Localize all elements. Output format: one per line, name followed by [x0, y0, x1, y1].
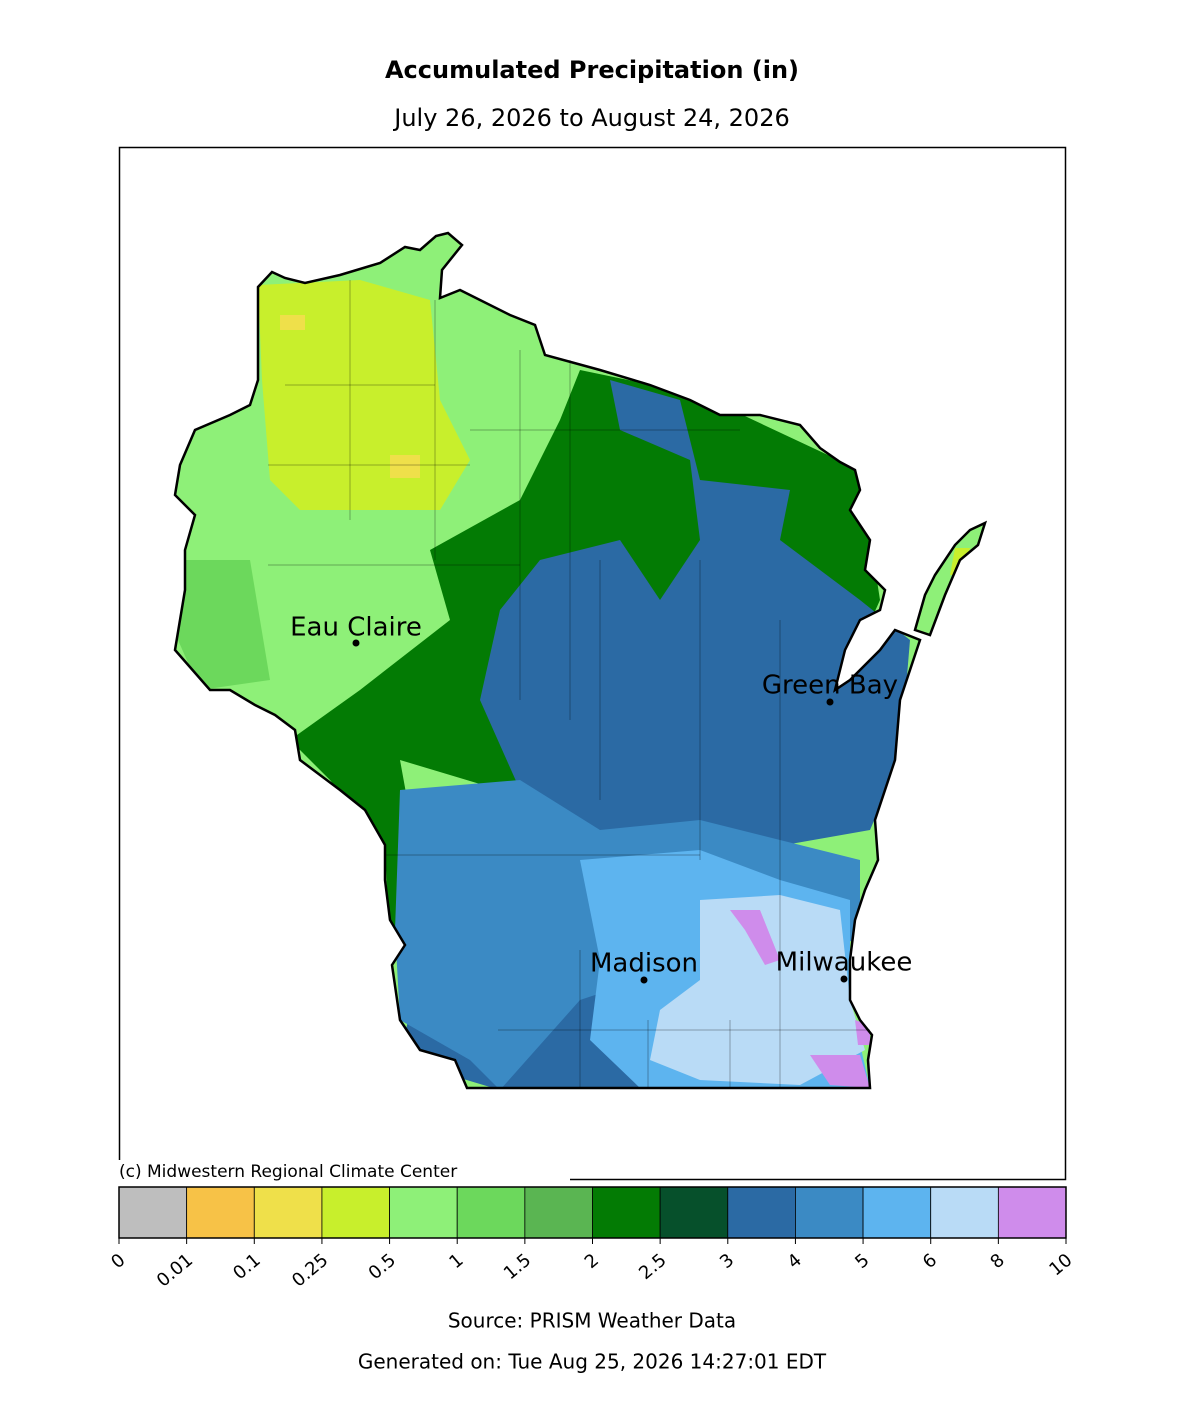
tick-label: 4: [784, 1250, 806, 1273]
tick-label: 8: [987, 1250, 1009, 1273]
city-layer: Eau Claire Green Bay Madison Milwaukee: [290, 613, 912, 984]
tick-label: 5: [851, 1250, 873, 1273]
source: Source: PRISM Weather Data: [448, 1309, 736, 1333]
color-swatch: [795, 1186, 864, 1239]
precip-region: [915, 560, 960, 635]
tick-label: 0.5: [365, 1250, 400, 1284]
color-swatch: [727, 1186, 796, 1239]
tick-label: 6: [919, 1250, 941, 1273]
credit: (c) Midwestern Regional Climate Center: [119, 1162, 457, 1182]
precip-region: [650, 895, 865, 1085]
color-swatch: [321, 1186, 390, 1239]
city-dot: [640, 976, 648, 984]
colorbar-frame: [118, 1186, 1067, 1239]
city-label: Milwaukee: [776, 948, 913, 978]
tick-label: 0.01: [153, 1250, 197, 1292]
city-dot: [840, 975, 848, 983]
tick-label: 1.5: [500, 1250, 535, 1284]
color-swatch: [659, 1186, 729, 1239]
county-lines: [268, 280, 870, 1088]
tick-label: 0.25: [288, 1250, 332, 1292]
map-subtitle: July 26, 2026 to August 24, 2026: [392, 104, 790, 132]
precip-region: [730, 910, 780, 965]
city-dot: [826, 698, 834, 706]
city-dot: [352, 639, 360, 647]
color-swatch: [930, 1186, 999, 1239]
tick-label: 3: [716, 1250, 738, 1273]
tick-label: 10: [1045, 1250, 1076, 1281]
credit-backdrop: [115, 1160, 570, 1184]
precip-region: [280, 315, 305, 330]
city-label: Madison: [590, 949, 698, 979]
precip-region: [400, 380, 910, 1088]
map-title: Accumulated Precipitation (in): [385, 56, 799, 84]
precip-region: [178, 560, 270, 690]
tick-label: 2: [581, 1250, 603, 1273]
peninsula-outline: [913, 520, 988, 637]
precip-region: [810, 1055, 870, 1088]
color-swatch: [389, 1186, 458, 1239]
color-swatch: [186, 1186, 255, 1239]
color-swatch: [456, 1186, 526, 1239]
tick-label: 0.1: [229, 1250, 264, 1284]
tick-label: 2.5: [635, 1250, 670, 1284]
color-swatch: [592, 1186, 661, 1239]
color-swatch: [862, 1186, 932, 1239]
color-swatch: [253, 1186, 323, 1239]
generated: Generated on: Tue Aug 25, 2026 14:27:01 …: [358, 1350, 827, 1374]
color-swatch: [118, 1186, 188, 1239]
colorbar: 0 0.01 0.1 0.25 0.5 1 1.5 2 2.5 3 4 5 6 8 10: [107, 1186, 1076, 1292]
city-label: Green Bay: [762, 671, 898, 701]
map-frame: [118, 146, 1067, 1181]
city-label: Eau Claire: [290, 613, 422, 643]
county-line: [268, 280, 870, 1088]
tick-label: 0: [107, 1250, 129, 1273]
tick-label: 1: [445, 1250, 467, 1273]
precip-region: [390, 455, 420, 478]
color-swatch: [997, 1186, 1067, 1239]
color-swatch: [524, 1186, 593, 1239]
precip-region: [258, 280, 470, 510]
